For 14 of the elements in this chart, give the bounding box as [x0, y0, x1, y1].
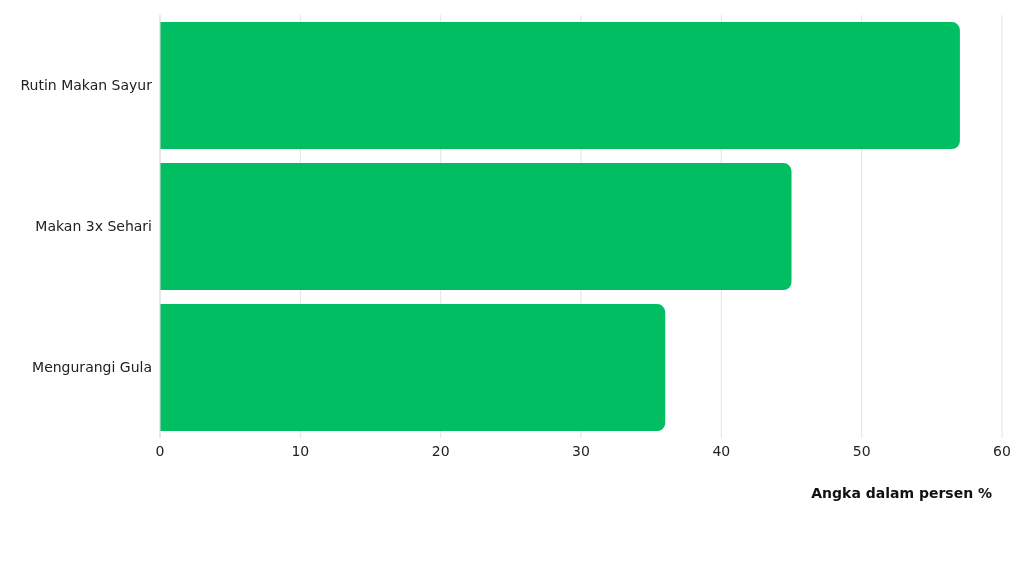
x-axis-title: Angka dalam persen %: [811, 485, 992, 501]
y-tick-label: Rutin Makan Sayur: [20, 77, 153, 94]
x-tick-label: 20: [431, 442, 450, 459]
x-tick-label: 0: [155, 442, 165, 459]
x-tick-label: 40: [712, 442, 731, 459]
x-tick-label: 60: [993, 442, 1011, 459]
bar: [160, 163, 792, 291]
bar: [160, 304, 666, 432]
x-tick-label: 30: [572, 442, 590, 459]
y-tick-label: Makan 3x Sehari: [35, 218, 152, 235]
x-tick-label: 10: [291, 442, 310, 459]
y-tick-label: Mengurangi Gula: [32, 359, 152, 376]
x-tick-label: 50: [852, 442, 871, 459]
bar: [160, 22, 960, 150]
